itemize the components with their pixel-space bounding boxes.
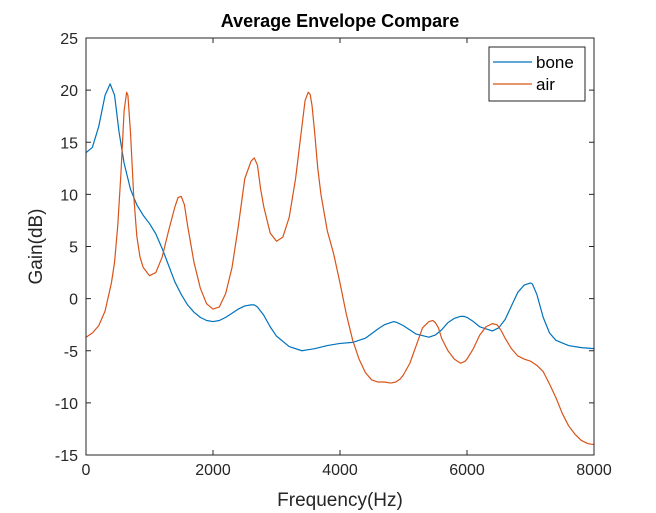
x-tick-label: 6000: [449, 462, 485, 479]
x-tick-label: 8000: [576, 462, 612, 479]
legend-label-air: air: [536, 75, 555, 94]
y-tick-label: 10: [60, 187, 78, 204]
legend: bone air: [488, 46, 586, 102]
y-tick-label: 20: [60, 83, 78, 100]
series-line-air: [85, 91, 595, 446]
y-tick-label: 15: [60, 135, 78, 152]
x-tick-label: 2000: [195, 462, 231, 479]
y-tick-label: 25: [60, 31, 78, 48]
series-layer: [85, 83, 595, 446]
axes-layer: 0 2000 4000 6000 8000 -15 -10 -5 0 5 10 15 20 25: [55, 31, 612, 479]
legend-box: [488, 46, 586, 102]
y-tick-label: -10: [55, 396, 78, 413]
series-line-bone: [85, 83, 595, 352]
chart-title: Average Envelope Compare: [221, 11, 459, 31]
x-tick-label: 0: [82, 462, 91, 479]
y-axis-label: Gain(dB): [26, 208, 47, 284]
legend-label-bone: bone: [536, 53, 574, 72]
y-tick-label: -15: [55, 448, 78, 465]
y-tick-label: 5: [69, 240, 78, 257]
x-axis-label: Frequency(Hz): [277, 490, 403, 511]
plot-area: [86, 38, 594, 455]
y-tick-label: -5: [64, 344, 78, 361]
y-tick-label: 0: [69, 292, 78, 309]
x-tick-label: 4000: [322, 462, 358, 479]
